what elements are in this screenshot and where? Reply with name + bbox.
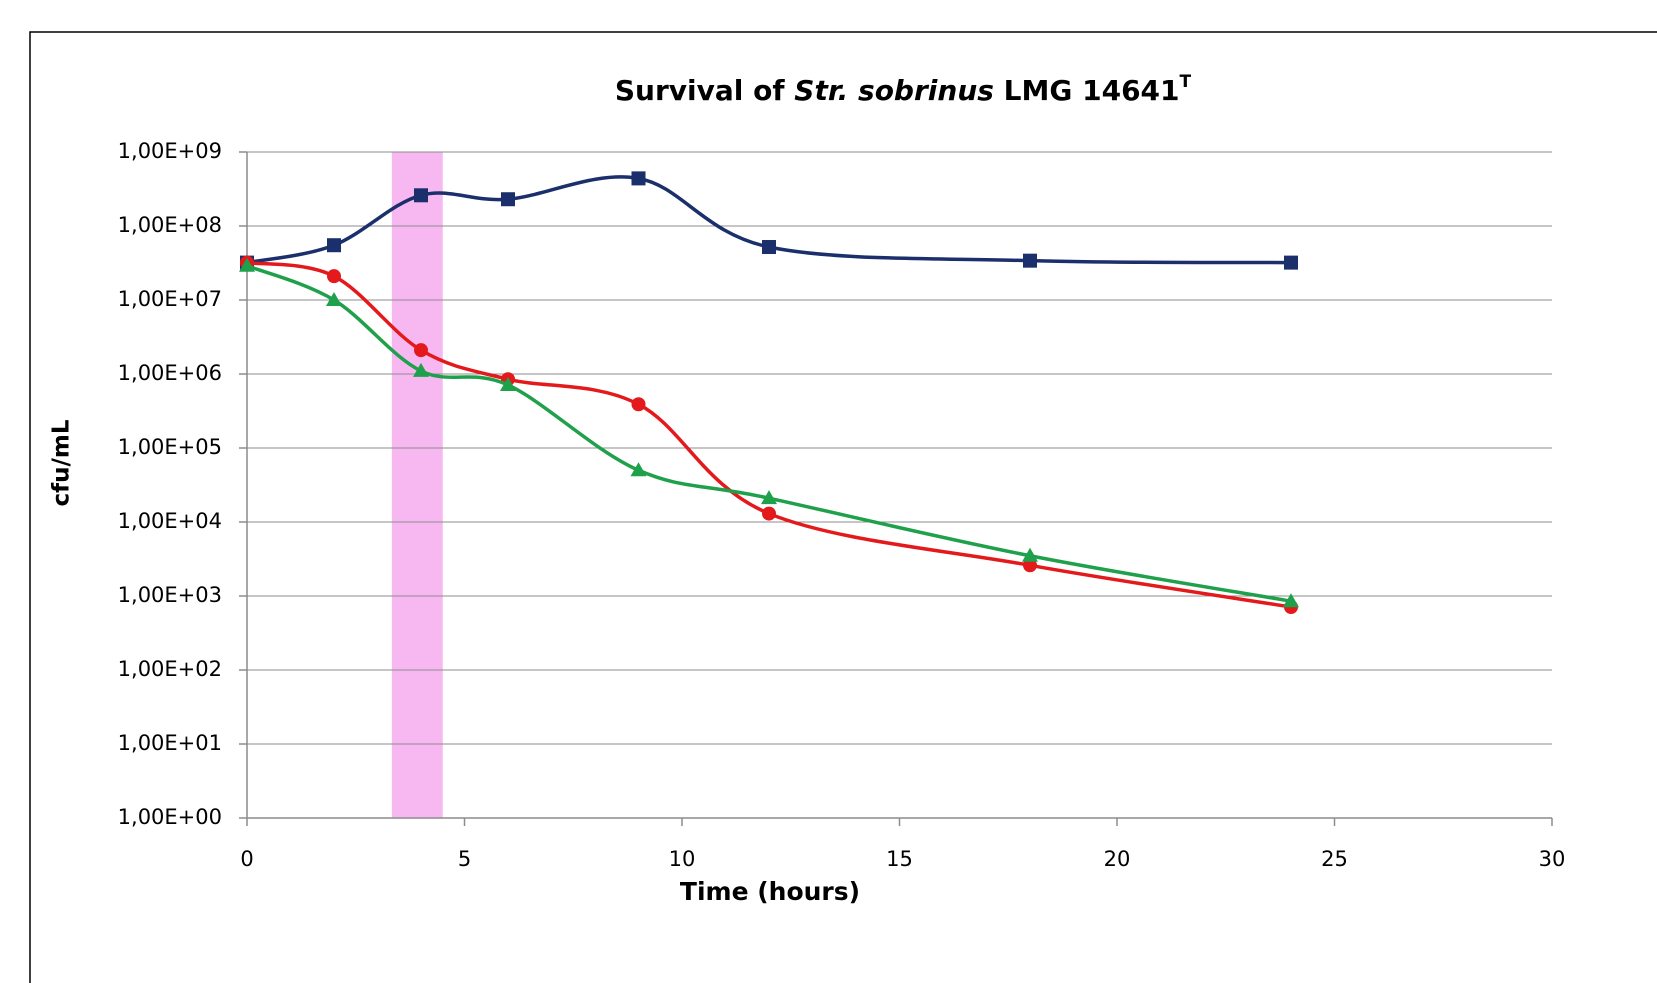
y-tick-label: 1,00E+07: [118, 287, 222, 311]
y-tick-label: 1,00E+04: [118, 509, 222, 533]
y-tick-label: 1,00E+00: [118, 805, 222, 829]
point: [1022, 547, 1038, 562]
y-tick-label: 1,00E+03: [118, 583, 222, 607]
title-superscript: T: [1180, 72, 1192, 92]
title-part: Survival of: [615, 74, 794, 107]
chart-frame: [29, 31, 1657, 983]
point: [327, 238, 341, 253]
point: [631, 171, 646, 186]
point: [761, 490, 777, 505]
point: [1023, 253, 1037, 268]
y-tick-label: 1,00E+05: [118, 435, 222, 459]
highlight-band: [391, 152, 443, 818]
point: [1284, 255, 1298, 270]
point: [414, 343, 428, 358]
point: [631, 397, 646, 412]
point: [501, 192, 515, 207]
point: [327, 269, 341, 284]
x-tick-label: 30: [1539, 847, 1566, 871]
x-tick-label: 25: [1321, 847, 1348, 871]
point: [1023, 558, 1037, 573]
point: [413, 362, 429, 377]
chart-title: Survival of Str. sobrinus LMG 14641T: [615, 72, 1192, 107]
title-part: Str. sobrinus: [794, 74, 994, 107]
y-tick-label: 1,00E+09: [118, 139, 222, 163]
point: [326, 292, 342, 306]
x-axis-label: Time (hours): [680, 877, 860, 906]
point: [239, 257, 255, 272]
y-tick-label: 1,00E+01: [118, 731, 222, 755]
x-tick-label: 15: [886, 847, 913, 871]
point: [500, 377, 516, 392]
y-tick-label: 1,00E+06: [118, 361, 222, 385]
y-axis-label: cfu/mL: [49, 419, 75, 506]
x-tick-label: 5: [458, 847, 471, 871]
title-part: LMG 14641: [994, 74, 1180, 107]
x-tick-label: 20: [1104, 847, 1131, 871]
point: [762, 240, 776, 255]
point: [414, 188, 428, 203]
point: [1283, 593, 1299, 608]
point: [762, 506, 776, 521]
x-tick-label: 0: [240, 847, 253, 871]
y-tick-label: 1,00E+08: [118, 213, 222, 237]
x-tick-label: 10: [669, 847, 696, 871]
point: [630, 462, 647, 477]
y-tick-label: 1,00E+02: [118, 657, 222, 681]
